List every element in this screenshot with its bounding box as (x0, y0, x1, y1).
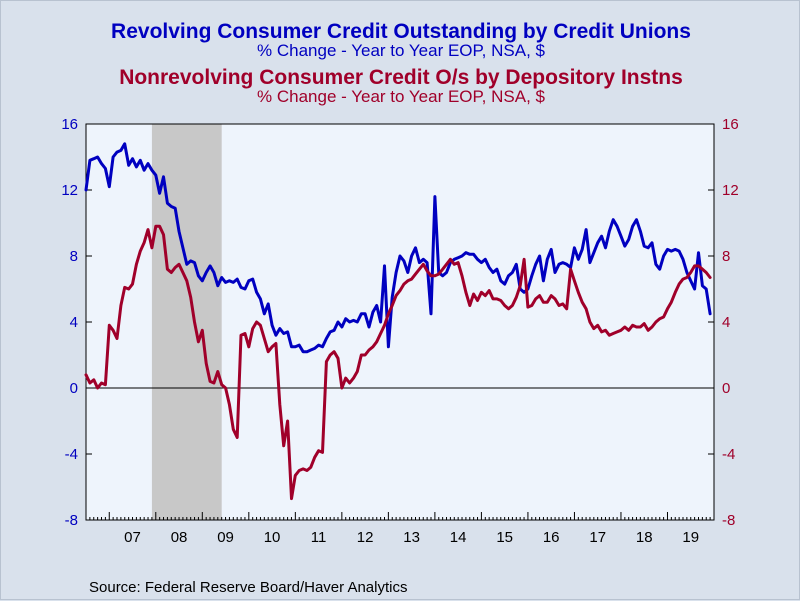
x-tick-label: 19 (682, 529, 699, 546)
left-y-tick-label: 16 (61, 116, 78, 133)
depository-line (84, 224, 712, 501)
x-tick-label: 12 (357, 529, 374, 546)
right-y-tick-label: -8 (722, 512, 735, 529)
left-y-tick-label: 12 (61, 182, 78, 199)
right-y-tick-label: 12 (722, 182, 739, 199)
right-y-tick-label: 4 (722, 314, 730, 331)
right-y-tick-label: 0 (722, 380, 730, 397)
left-y-tick-label: 8 (70, 248, 78, 265)
x-tick-label: 10 (264, 529, 281, 546)
credit-unions-line (84, 142, 712, 354)
series1-title: Revolving Consumer Credit Outstanding by… (111, 20, 691, 43)
right-y-tick-label: -4 (722, 446, 735, 463)
x-tick-label: 18 (636, 529, 653, 546)
x-tick-label: 11 (311, 529, 327, 546)
right-y-tick-label: 8 (722, 248, 730, 265)
right-y-tick-label: 16 (722, 116, 739, 133)
x-tick-label: 09 (217, 529, 234, 546)
left-y-tick-label: 4 (70, 314, 78, 331)
left-y-tick-label: -8 (65, 512, 78, 529)
x-tick-label: 15 (496, 529, 513, 546)
x-tick-label: 17 (589, 529, 606, 546)
x-tick-label: 07 (124, 529, 141, 546)
series1-subtitle: % Change - Year to Year EOP, NSA, $ (257, 41, 545, 60)
x-tick-label: 14 (450, 529, 467, 546)
series2-subtitle: % Change - Year to Year EOP, NSA, $ (257, 87, 545, 106)
recession-band (151, 124, 222, 520)
x-tick-label: 13 (403, 529, 420, 546)
source-note: Source: Federal Reserve Board/Haver Anal… (89, 579, 408, 596)
left-y-tick-label: -4 (65, 446, 78, 463)
x-tick-label: 08 (171, 529, 188, 546)
x-tick-label: 16 (543, 529, 560, 546)
left-y-tick-label: 0 (70, 380, 78, 397)
series2-title: Nonrevolving Consumer Credit O/s by Depo… (119, 66, 683, 89)
